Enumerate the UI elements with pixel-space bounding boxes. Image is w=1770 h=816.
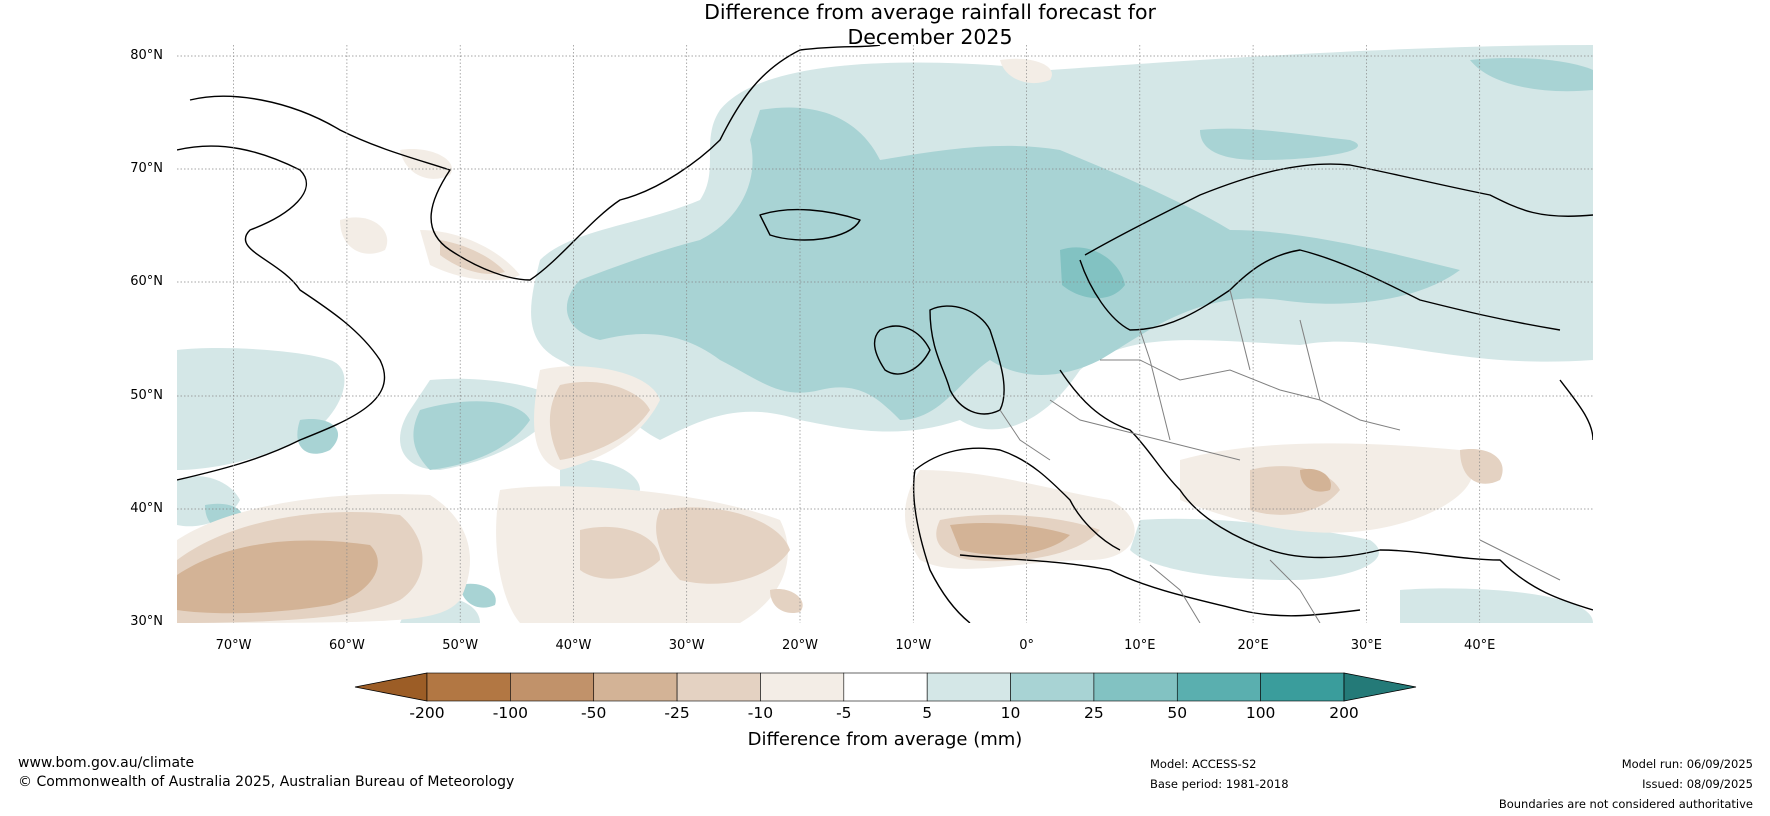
colorbar-extend-low (354, 672, 428, 702)
lat-label-80n: 80°N (130, 48, 163, 63)
lat-label-40n: 40°N (130, 501, 163, 516)
colorbar-tick-label: -100 (492, 704, 528, 722)
website-text: www.bom.gov.au/climate (18, 755, 195, 771)
colorbar-segment (1093, 672, 1178, 702)
lat-label-50n: 50°N (130, 388, 163, 403)
lon-label-20w: 20°W (782, 638, 818, 653)
colorbar-segment (593, 672, 678, 702)
colorbar-segment (1176, 672, 1261, 702)
lat-label-60n: 60°N (130, 274, 163, 289)
colorbar-tick-label: 100 (1245, 704, 1276, 722)
copyright-text: © Commonwealth of Australia 2025, Austra… (18, 774, 515, 790)
colorbar-segment (843, 672, 928, 702)
title-line-1: Difference from average rainfall forecas… (704, 0, 1156, 24)
colorbar-tick-label: -50 (581, 704, 607, 722)
colorbar-tick-label: 50 (1167, 704, 1188, 722)
lon-label-40w: 40°W (555, 638, 592, 653)
colorbar-tick-label: 200 (1329, 704, 1359, 722)
lon-label-70w: 70°W (215, 638, 252, 653)
base-period-text: Base period: 1981-2018 (1150, 777, 1289, 791)
model-text: Model: ACCESS-S2 (1150, 757, 1257, 771)
lon-label-10e: 10°E (1124, 638, 1156, 653)
colorbar-segment (1260, 672, 1345, 702)
lon-label-30w: 30°W (668, 638, 705, 653)
colorbar-tick-label: -10 (747, 704, 774, 722)
colorbar (354, 672, 1417, 702)
disclaimer-text: Boundaries are not considered authoritat… (1498, 797, 1753, 811)
lon-label-0: 0° (1019, 638, 1034, 653)
coastlines (177, 45, 1593, 623)
lon-label-10w: 10°W (895, 638, 932, 653)
wet-anomaly-25-50 (1060, 247, 1125, 299)
lon-label-20e: 20°E (1237, 638, 1269, 653)
country-borders (999, 289, 1561, 623)
colorbar-segment (426, 672, 511, 702)
colorbar-extend-high (1343, 672, 1417, 702)
map-title: Difference from average rainfall forecas… (0, 0, 1770, 50)
colorbar-segment (926, 672, 1011, 702)
dry-anomaly-25-50 (177, 468, 1331, 614)
colorbar-segment (1010, 672, 1095, 702)
colorbar-segment (760, 672, 845, 702)
lat-label-30n: 30°N (130, 614, 163, 629)
lat-label-70n: 70°N (130, 161, 163, 176)
colorbar-tick-label: 5 (922, 704, 933, 722)
lon-label-40e: 40°E (1464, 638, 1496, 653)
colorbar-label: Difference from average (mm) (747, 729, 1023, 750)
colorbar-segment (676, 672, 761, 702)
colorbar-tick-label: -200 (409, 704, 445, 722)
lon-label-60w: 60°W (328, 638, 365, 653)
issued-text: Issued: 08/09/2025 (1642, 777, 1753, 791)
model-run-text: Model run: 06/09/2025 (1621, 757, 1753, 771)
colorbar-tick-label: -5 (836, 704, 852, 722)
colorbar-tick-label: 10 (1000, 704, 1021, 722)
colorbar-segment (510, 672, 595, 702)
anomaly-field (177, 45, 1593, 623)
lon-label-50w: 50°W (442, 638, 479, 653)
wet-anomaly-10-25 (205, 58, 1593, 608)
graticule (177, 45, 1593, 623)
lon-label-30e: 30°E (1350, 638, 1383, 653)
colorbar-tick-label: -25 (664, 704, 690, 722)
colorbar-tick-label: 25 (1084, 704, 1104, 722)
